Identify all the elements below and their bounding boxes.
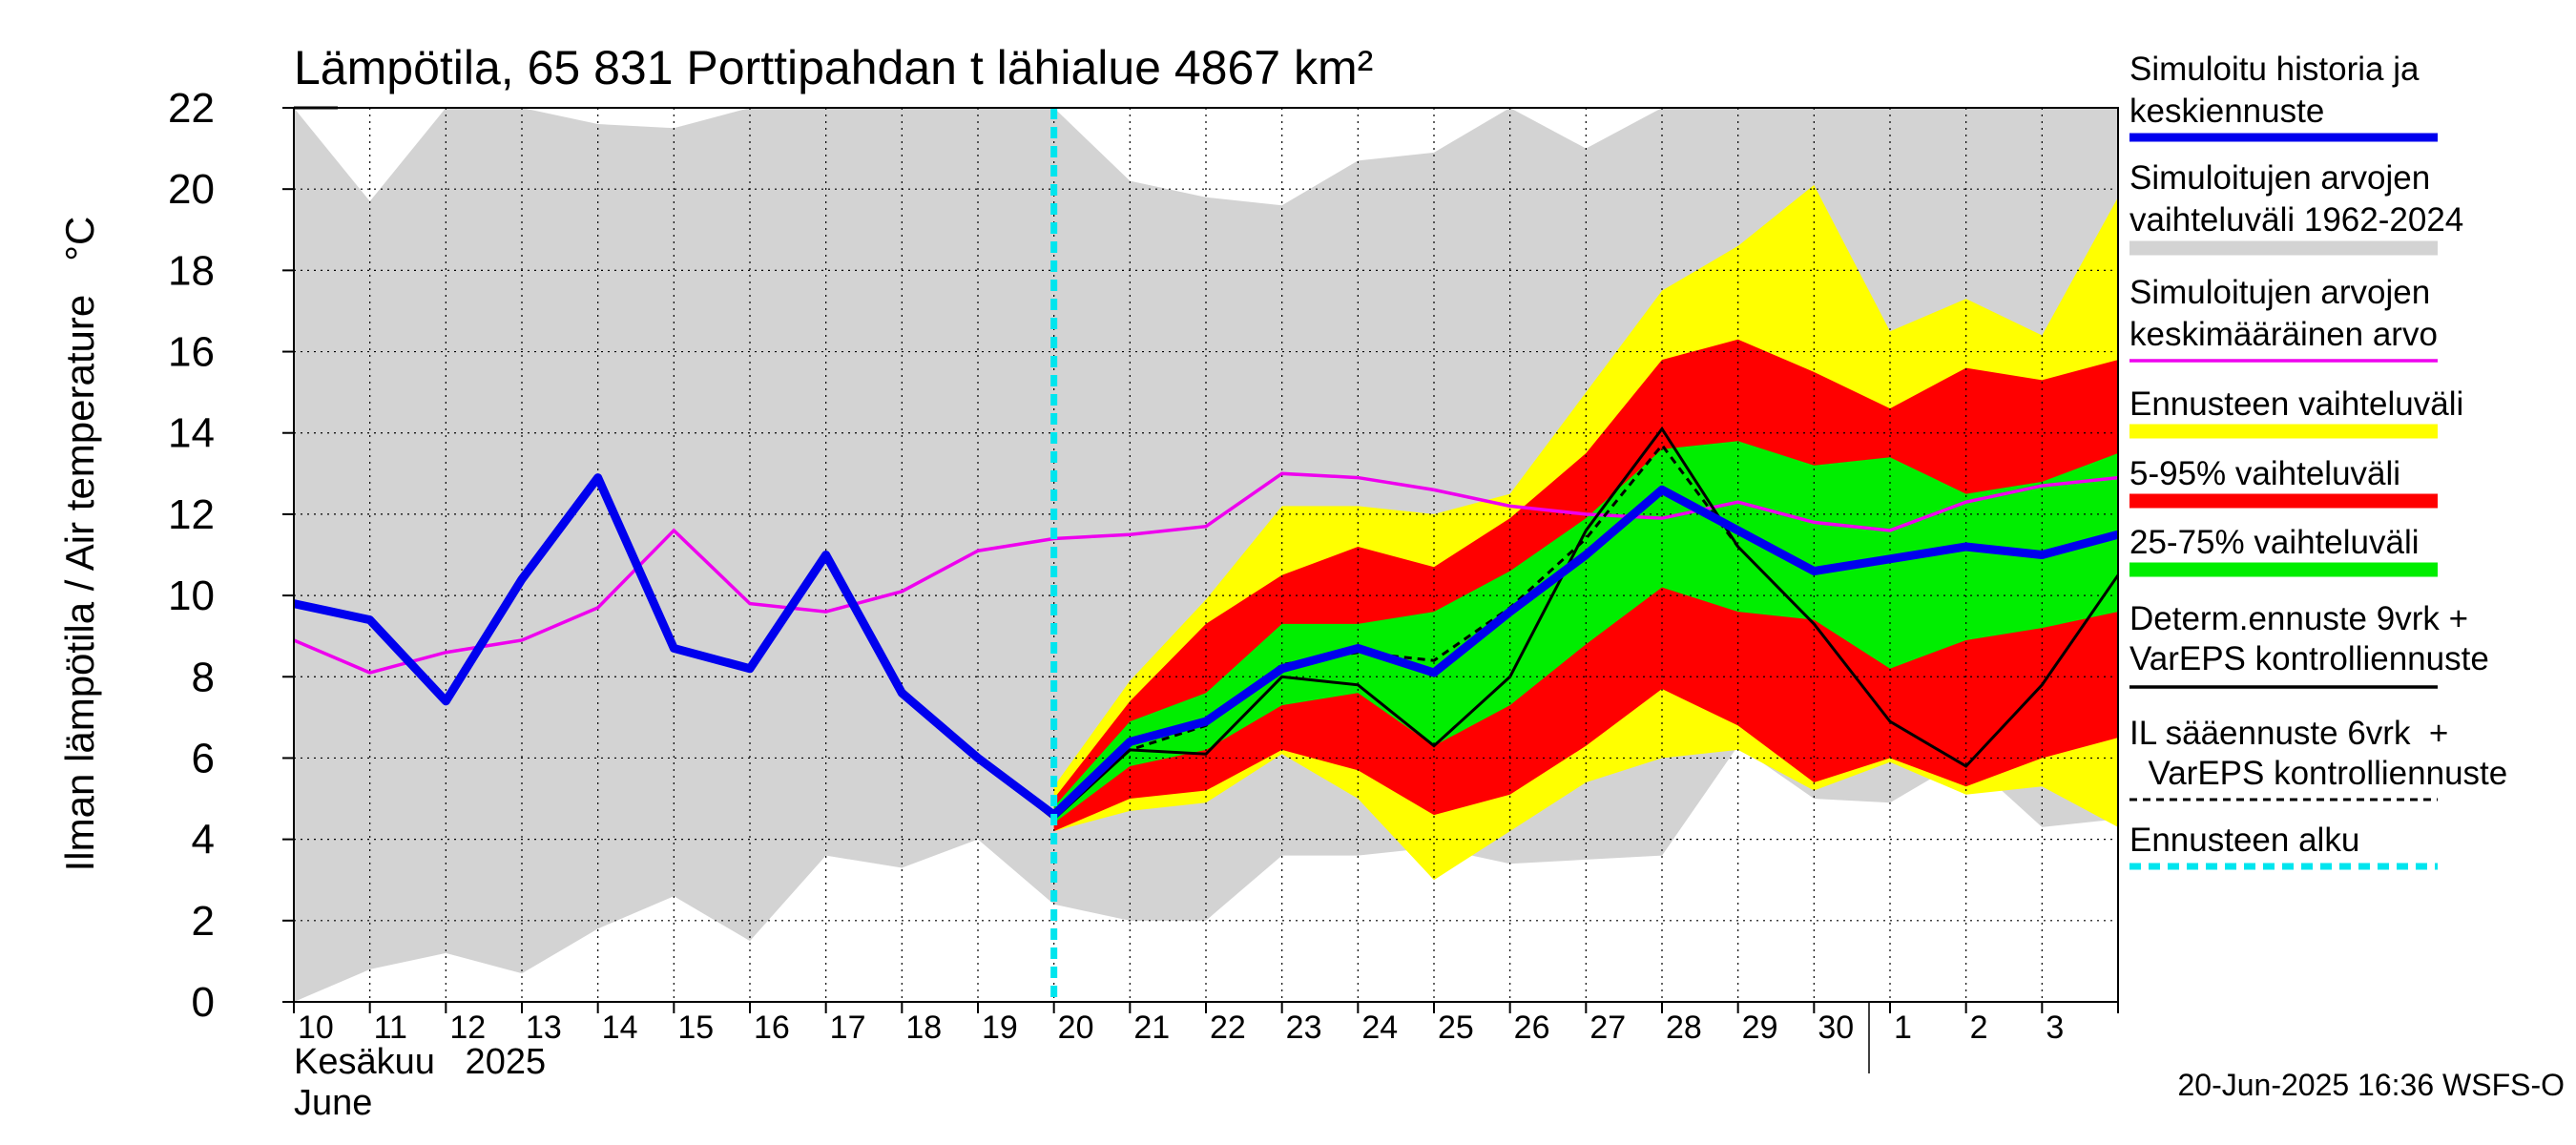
legend-label-mean: Simuloitujen arvojen — [2129, 274, 2430, 311]
legend-label-start: Ennusteen alku — [2129, 822, 2359, 859]
x-tick-label: 16 — [754, 1010, 790, 1046]
y-tick-label: 0 — [192, 979, 215, 1026]
y-tick-label: 18 — [168, 247, 215, 294]
x-tick-label: 14 — [602, 1010, 638, 1046]
x-tick-label: 30 — [1818, 1010, 1854, 1046]
x-axis: 10 11 12 13 14 15 16 17 18 19 20 21 22 23 24 25 26 27 28 29… — [293, 1001, 2119, 1073]
plot-area — [293, 107, 2119, 1003]
y-tick-label: 16 — [168, 329, 215, 376]
x-tick-label: 10 — [298, 1010, 334, 1046]
simulated-history-line — [294, 473, 2118, 820]
legend-label-range: Simuloitujen arvojen — [2129, 159, 2430, 197]
x-tick-label: 20 — [1058, 1010, 1094, 1046]
x-tick-label: 18 — [905, 1010, 942, 1046]
y-tick-label: 6 — [192, 735, 215, 781]
y-axis-label: Ilman lämpötila / Air temperature °C — [57, 217, 102, 872]
x-tick-label: 22 — [1210, 1010, 1246, 1046]
timestamp: 20-Jun-2025 16:36 WSFS-O — [2177, 1068, 2565, 1102]
x-tick-label: 23 — [1286, 1010, 1322, 1046]
x-tick-label: 26 — [1514, 1010, 1550, 1046]
x-tick-label: 12 — [449, 1010, 486, 1046]
legend: Simuloitu historia ja keskiennuste Simuloi… — [2129, 51, 2507, 870]
legend-label-il-line2: VarEPS kontrolliennuste — [2129, 755, 2507, 792]
x-tick-label: 11 — [374, 1010, 407, 1046]
legend-label-mean-line2: keskimääräinen arvo — [2129, 316, 2438, 353]
y-tick-label: 4 — [192, 817, 215, 864]
y-tick-label: 22 — [168, 85, 215, 132]
legend-label-determ-line2: VarEPS kontrolliennuste — [2129, 640, 2489, 677]
month-label-en: June — [294, 1083, 372, 1123]
legend-label-history: Simuloitu historia ja — [2129, 51, 2420, 88]
y-axis: 0 2 4 6 8 10 12 14 16 18 20 22 — [168, 85, 338, 1026]
plot-layers — [294, 108, 2118, 1002]
p25-75-band — [1053, 441, 2118, 823]
y-tick-label: 2 — [192, 898, 215, 945]
legend-label-determ: Determ.ennuste 9vrk + — [2129, 600, 2468, 637]
x-tick-label: 15 — [677, 1010, 714, 1046]
y-tick-label: 10 — [168, 572, 215, 619]
legend-label-range-line2: vaihteluväli 1962-2024 — [2129, 201, 2463, 239]
x-tick-label: 29 — [1742, 1010, 1778, 1046]
y-tick-label: 8 — [192, 654, 215, 700]
x-tick-label: 21 — [1133, 1010, 1170, 1046]
legend-label-il: IL sääennuste 6vrk + — [2129, 715, 2448, 752]
chart-title: Lämpötila, 65 831 Porttipahdan t lähialu… — [294, 41, 1373, 94]
mean-line — [294, 471, 2118, 675]
x-tick-label: 27 — [1589, 1010, 1626, 1046]
legend-label-ens: Ennusteen vaihteluväli — [2129, 385, 2463, 423]
x-tick-label: 24 — [1361, 1010, 1398, 1046]
x-tick-label: 2 — [1970, 1010, 1988, 1046]
x-tick-label: 1 — [1894, 1010, 1912, 1046]
y-tick-label: 20 — [168, 166, 215, 213]
x-tick-label: 13 — [526, 1010, 562, 1046]
y-tick-label: 12 — [168, 491, 215, 538]
x-tick-label: 19 — [982, 1010, 1018, 1046]
x-tick-label: 25 — [1438, 1010, 1474, 1046]
x-tick-label: 17 — [830, 1010, 866, 1046]
month-label-fi: Kesäkuu 2025 — [294, 1042, 546, 1082]
deterministic-line — [901, 426, 2118, 822]
legend-label-history-line2: keskiennuste — [2129, 93, 2324, 130]
y-tick-label: 14 — [168, 410, 215, 457]
legend-label-p2575: 25-75% vaihteluväli — [2129, 524, 2420, 561]
x-tick-label: 3 — [2046, 1010, 2064, 1046]
legend-label-p595: 5-95% vaihteluväli — [2129, 455, 2400, 492]
x-tick-label: 28 — [1666, 1010, 1702, 1046]
